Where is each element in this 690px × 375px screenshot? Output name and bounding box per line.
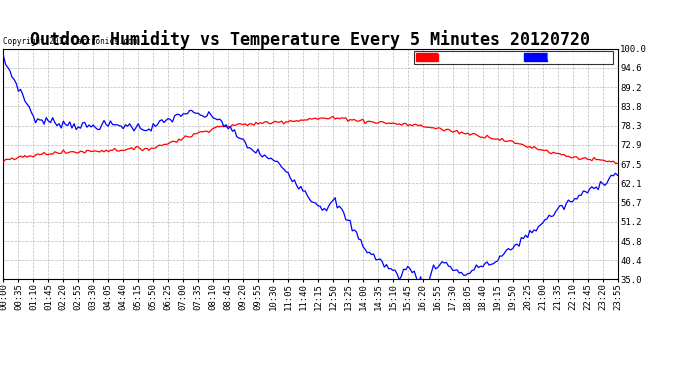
Text: Copyright 2012 Cartronics.com: Copyright 2012 Cartronics.com: [3, 38, 137, 46]
Legend: Temperature (°F), Humidity (%): Temperature (°F), Humidity (%): [414, 51, 613, 64]
Title: Outdoor Humidity vs Temperature Every 5 Minutes 20120720: Outdoor Humidity vs Temperature Every 5 …: [30, 30, 591, 49]
